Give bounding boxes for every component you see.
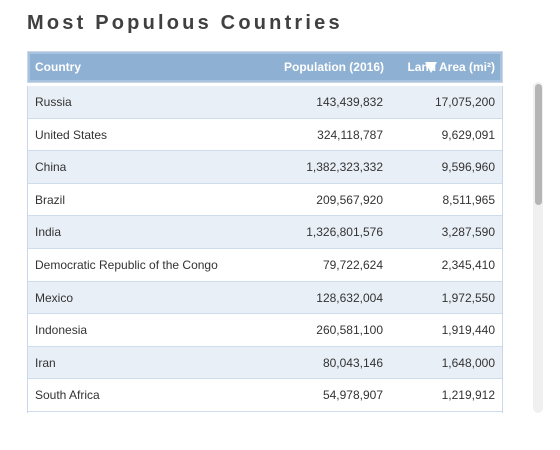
table-body: Russia 143,439,832 17,075,200 United States… [27, 86, 503, 413]
table-cell: 3,287,590 [441, 225, 495, 240]
table-cell: 1,648,000 [441, 355, 495, 370]
table-row[interactable]: South Africa 54,978,907 1,219,912 [28, 379, 502, 412]
scrollbar-thumb[interactable] [535, 84, 542, 205]
table-cell: 209,567,920 [316, 192, 383, 207]
table-cell: 260,581,100 [316, 323, 383, 338]
table-row[interactable]: United States 324,118,787 9,629,091 [28, 118, 502, 152]
table-cell: Iran [35, 355, 56, 370]
table-cell: Democratic Republic of the Congo [35, 258, 218, 272]
table-cell: 8,511,965 [442, 192, 496, 207]
table-row[interactable]: Brazil 209,567,920 8,511,965 [28, 183, 502, 217]
table-cell: 128,632,004 [316, 290, 383, 305]
table-header: Country Population (2016) Land Area (mi²… [27, 51, 503, 83]
column-header[interactable]: Country [35, 60, 81, 74]
sort-indicator [425, 62, 437, 73]
table-cell: 1,919,440 [441, 323, 495, 338]
table-cell: 79,722,624 [322, 258, 383, 272]
table-cell: Brazil [35, 192, 66, 207]
table-cell: 9,596,960 [441, 160, 495, 175]
table-cell: China [35, 160, 67, 175]
table-cell: India [35, 225, 62, 240]
table-row[interactable]: Mexico 128,632,004 1,972,550 [28, 281, 502, 315]
table-cell: South Africa [35, 388, 100, 403]
table-cell: 1,972,550 [441, 290, 495, 305]
table-cell: Mexico [35, 290, 74, 305]
table-row[interactable]: Russia 143,439,832 17,075,200 [28, 86, 502, 119]
table-cell: 1,326,801,576 [306, 225, 383, 240]
table-row[interactable]: India 1,326,801,576 3,287,590 [28, 216, 502, 249]
table-cell: 1,219,912 [441, 388, 495, 403]
column-header[interactable]: Population (2016) [283, 60, 384, 74]
table-cell: 2,345,410 [441, 258, 495, 272]
table-row[interactable]: Iran 80,043,146 1,648,000 [28, 346, 502, 380]
table-cell: 80,043,146 [322, 355, 383, 370]
table-cell: 17,075,200 [434, 95, 495, 109]
table-cell: 54,978,907 [322, 388, 383, 403]
table-cell: 1,382,323,332 [306, 160, 383, 175]
table-cell: Russia [35, 95, 72, 109]
table-row[interactable]: Indonesia 260,581,100 1,919,440 [28, 314, 502, 347]
table-cell: 143,439,832 [316, 95, 383, 109]
table-row[interactable]: China 1,382,323,332 9,596,960 [28, 151, 502, 184]
title: Most Populous Countries [27, 12, 343, 34]
scrollbar-track[interactable] [533, 82, 543, 413]
table-cell: 9,629,091 [441, 127, 495, 142]
table-row[interactable]: Democratic Republic of the Congo 79,722,6… [28, 249, 502, 282]
column-header[interactable]: Land Area (mi²) [407, 60, 495, 74]
table-cell: United States [35, 127, 108, 142]
table-cell: Indonesia [35, 323, 88, 338]
table-cell: 324,118,787 [317, 127, 383, 142]
